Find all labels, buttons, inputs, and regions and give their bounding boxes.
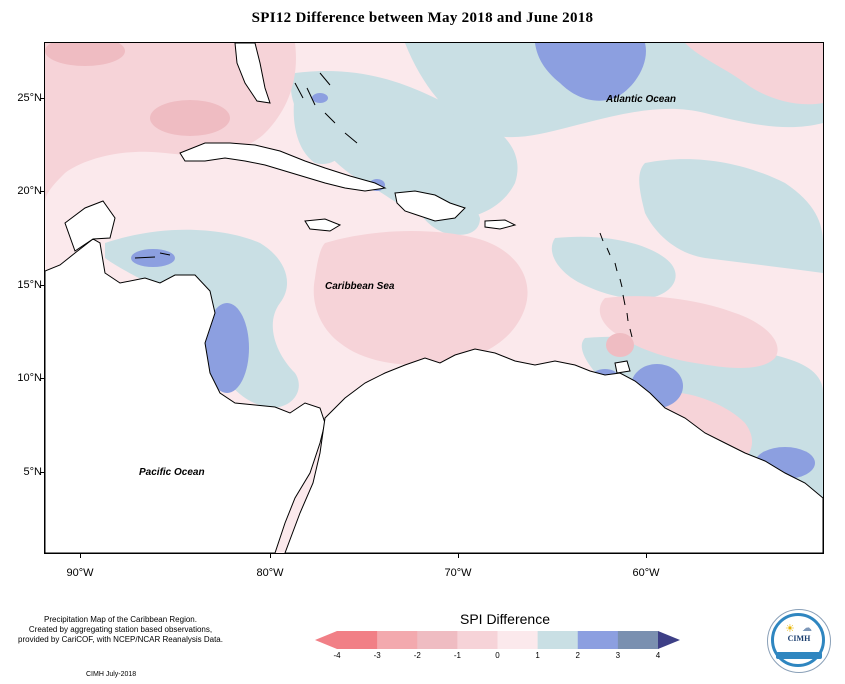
description-line-1: Precipitation Map of the Caribbean Regio… bbox=[44, 615, 197, 624]
florida-land bbox=[234, 43, 271, 104]
atlantic-ocean-label: Atlantic Ocean bbox=[606, 94, 677, 105]
caribbean-sea-label: Caribbean Sea bbox=[325, 281, 395, 292]
legend-swatch bbox=[537, 631, 579, 649]
hispaniola-land bbox=[394, 190, 466, 222]
atlantic-positive-region bbox=[290, 71, 518, 220]
logo-ring bbox=[771, 613, 825, 667]
legend-swatch bbox=[497, 631, 539, 649]
lat-tick bbox=[40, 378, 44, 379]
lon-tick bbox=[80, 553, 81, 558]
bay-islands bbox=[134, 252, 171, 259]
lon-label-80w: 80°W bbox=[256, 567, 284, 579]
legend-extend-max bbox=[658, 631, 680, 649]
lat-tick bbox=[40, 191, 44, 192]
lon-label-60w: 60°W bbox=[632, 567, 660, 579]
legend-swatch bbox=[457, 631, 498, 649]
south-america-land bbox=[284, 348, 823, 553]
legend-swatch bbox=[417, 631, 458, 649]
atlantic-northeast-negative-region bbox=[685, 43, 823, 105]
central-caribbean-negative-region bbox=[313, 231, 528, 365]
legend-colorbar bbox=[315, 631, 680, 649]
puerto-rico-land bbox=[484, 219, 517, 230]
lon-tick bbox=[270, 553, 271, 558]
legend-swatch bbox=[577, 631, 619, 649]
sun-icon: ☀ bbox=[785, 623, 795, 635]
land-masses bbox=[45, 43, 823, 553]
lat-label-20n: 20°N bbox=[17, 185, 42, 197]
legend-swatch bbox=[617, 631, 659, 649]
map-panel bbox=[44, 42, 824, 554]
legend-tick-label: 4 bbox=[655, 651, 661, 660]
lat-tick bbox=[40, 285, 44, 286]
nicaragua-positive-patch bbox=[205, 303, 249, 393]
legend-tick-label: -2 bbox=[413, 651, 421, 660]
description-line-3: provided by CariCOF, with NCEP/NCAR Rean… bbox=[18, 635, 223, 644]
legend-tick-label: -4 bbox=[333, 651, 341, 660]
pacific-ocean-label: Pacific Ocean bbox=[139, 467, 205, 478]
credit-text: CIMH July-2018 bbox=[86, 671, 137, 678]
lon-label-90w: 90°W bbox=[66, 567, 94, 579]
lat-label-15n: 15°N bbox=[17, 279, 42, 291]
cuba-negative-patch bbox=[150, 100, 230, 136]
lat-tick bbox=[40, 98, 44, 99]
trinidad-land bbox=[614, 360, 631, 374]
legend-tick-label: 3 bbox=[615, 651, 621, 660]
cloud-icon: ☁ bbox=[802, 623, 812, 634]
logo-text: CIMH bbox=[787, 634, 811, 643]
bahamas-positive-region bbox=[293, 92, 346, 164]
legend-tick-label: -1 bbox=[453, 651, 461, 660]
florida-north-negative-patch bbox=[45, 43, 125, 66]
description-line-2: Created by aggregating station based obs… bbox=[28, 625, 213, 634]
central-america-land bbox=[45, 238, 326, 553]
lat-label-5n: 5°N bbox=[23, 466, 42, 478]
eastern-caribbean-positive-region bbox=[551, 236, 676, 299]
stronger-negative-patches bbox=[45, 43, 634, 357]
legend-extend-min bbox=[315, 631, 337, 649]
yucatan-land bbox=[64, 200, 116, 252]
stronger-positive-patches bbox=[131, 43, 815, 505]
atlantic-east-positive-region bbox=[639, 159, 823, 273]
island-outlines bbox=[134, 72, 633, 338]
lat-label-10n: 10°N bbox=[17, 372, 42, 384]
legend-title: SPI Difference bbox=[459, 611, 550, 627]
lon-tick bbox=[458, 553, 459, 558]
lat-label-25n: 25°N bbox=[17, 92, 42, 104]
cuba-land bbox=[179, 142, 387, 192]
map-description: Precipitation Map of the Caribbean Regio… bbox=[8, 615, 233, 645]
north-atlantic-positive-patch bbox=[535, 43, 646, 101]
lesser-antilles-islands bbox=[599, 232, 633, 338]
legend-tick-label: 2 bbox=[575, 651, 580, 660]
map-title: SPI12 Difference between May 2018 and Ju… bbox=[251, 10, 594, 26]
cimh-logo: ☀ ☁ CIMH bbox=[767, 609, 831, 673]
spi-map-svg bbox=[45, 43, 823, 553]
jamaica-land bbox=[304, 218, 342, 232]
bahamas-positive-patch bbox=[312, 93, 328, 103]
windward-negative-patch bbox=[606, 333, 634, 357]
legend-tick-labels: -4 -3 -2 -1 0 1 2 3 4 bbox=[315, 651, 680, 663]
lon-tick bbox=[646, 553, 647, 558]
legend-tick-label: 1 bbox=[535, 651, 540, 660]
wave-icon bbox=[776, 652, 822, 659]
legend-tick-label: 0 bbox=[495, 651, 500, 660]
legend-segments bbox=[315, 631, 680, 649]
windward-negative-region bbox=[599, 296, 778, 368]
legend-swatch bbox=[337, 631, 378, 649]
legend-swatch bbox=[377, 631, 418, 649]
lon-label-70w: 70°W bbox=[444, 567, 472, 579]
legend-tick-label: -3 bbox=[373, 651, 381, 660]
bahamas-islands bbox=[294, 72, 358, 144]
lat-tick bbox=[40, 472, 44, 473]
